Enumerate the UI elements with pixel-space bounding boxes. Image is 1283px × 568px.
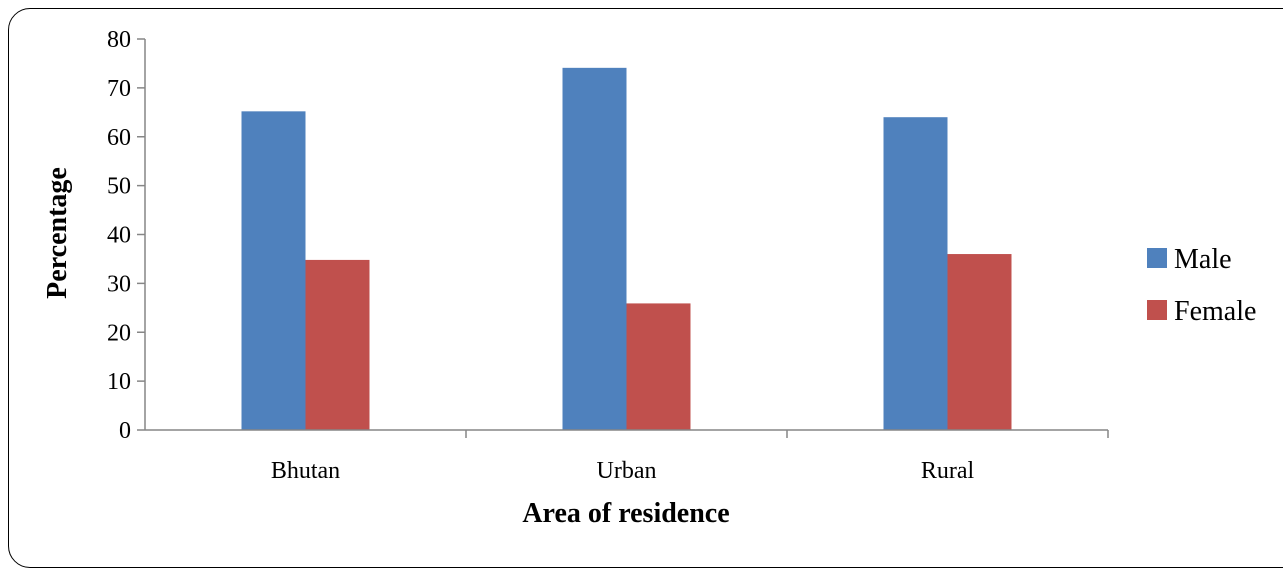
bar-male-urban	[562, 67, 627, 431]
bars	[241, 67, 1012, 431]
legend-label-male: Male	[1174, 244, 1232, 275]
y-tick-label: 70	[107, 76, 131, 102]
bar-female-rural	[947, 254, 1012, 430]
y-axis-title: Percentage	[42, 167, 73, 299]
legend-swatch-male	[1147, 248, 1167, 268]
bar-female-bhutan	[305, 259, 370, 430]
legend-swatch-female	[1147, 300, 1167, 320]
y-axis-ticks: 0 10 20 30 40 50 60 70 80	[107, 27, 145, 444]
y-tick-label: 60	[107, 125, 131, 151]
y-tick-label: 80	[107, 27, 131, 53]
legend-label-female: Female	[1174, 296, 1256, 327]
bar-chart: 0 10 20 30 40 50 60 70 80 Bhutan Urban Rural Perce…	[42, 27, 1256, 529]
x-category-label: Rural	[921, 458, 975, 484]
y-tick-label: 50	[107, 174, 131, 200]
y-tick-label: 20	[107, 320, 131, 346]
x-axis-categories: Bhutan Urban Rural	[271, 430, 1109, 484]
y-tick-label: 30	[107, 271, 131, 297]
y-tick-label: 10	[107, 369, 131, 395]
x-category-label: Bhutan	[271, 458, 340, 484]
x-category-label: Urban	[597, 458, 657, 484]
y-tick-label: 0	[119, 418, 131, 444]
x-axis-title: Area of residence	[522, 498, 729, 529]
chart-frame	[8, 8, 1283, 568]
bar-male-bhutan	[241, 111, 306, 431]
y-tick-label: 40	[107, 223, 131, 249]
bar-female-urban	[626, 303, 691, 430]
legend: Male Female	[1147, 244, 1256, 327]
bar-male-rural	[883, 117, 948, 430]
